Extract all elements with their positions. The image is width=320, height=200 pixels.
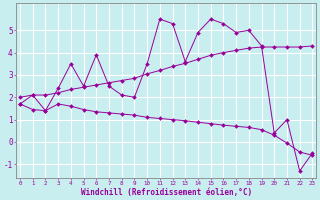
X-axis label: Windchill (Refroidissement éolien,°C): Windchill (Refroidissement éolien,°C) <box>81 188 252 197</box>
